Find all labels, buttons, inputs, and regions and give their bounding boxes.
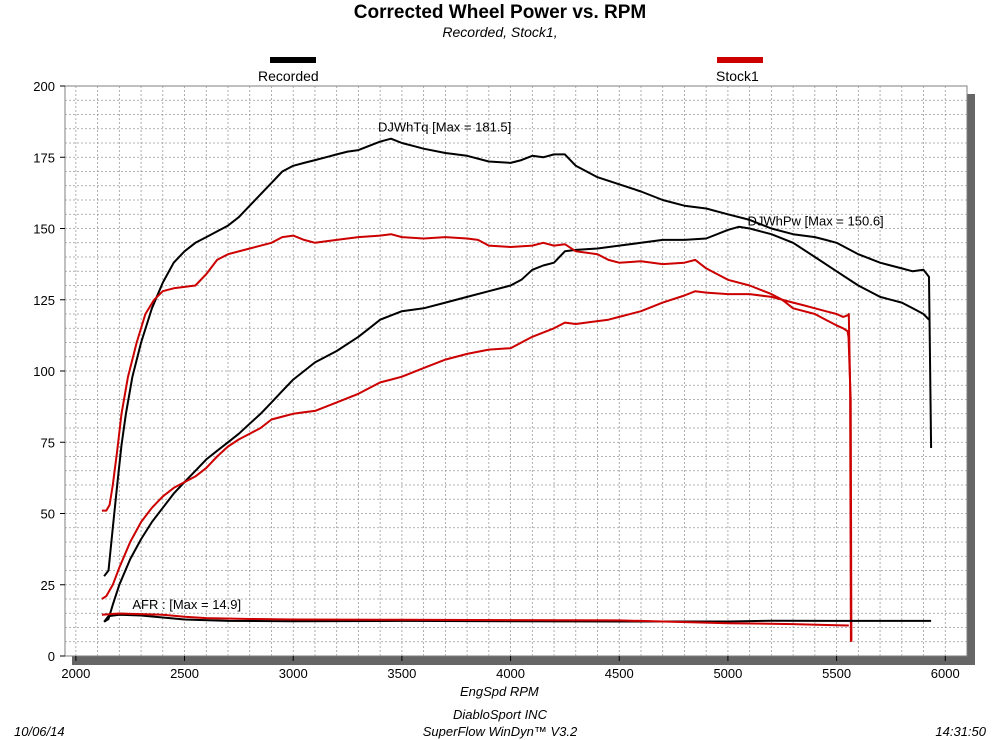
grid-lines bbox=[65, 86, 967, 656]
series-line-stock1-afr bbox=[101, 612, 849, 627]
series-line-stock1-djwhpw bbox=[101, 290, 852, 642]
y-tick-label: 50 bbox=[41, 507, 55, 522]
legend-label-stock1: Stock1 bbox=[716, 68, 759, 84]
y-tick-label: 175 bbox=[33, 150, 55, 165]
series-line-stock1-djwhtq bbox=[101, 233, 853, 642]
legend-swatch-recorded bbox=[270, 57, 316, 63]
x-tick-label: 2500 bbox=[170, 666, 199, 681]
x-tick-label: 2000 bbox=[61, 666, 90, 681]
y-tick-label: 75 bbox=[41, 435, 55, 450]
x-tick-label: 3000 bbox=[279, 666, 308, 681]
x-tick-label: 4500 bbox=[605, 666, 634, 681]
footer-date: 10/06/14 bbox=[14, 724, 65, 739]
y-tick-label: 0 bbox=[48, 649, 55, 664]
x-tick-label: 6000 bbox=[931, 666, 960, 681]
y-tick-label: 25 bbox=[41, 578, 55, 593]
chart-subtitle: Recorded, Stock1, bbox=[442, 24, 558, 40]
annotation-label: AFR : [Max = 14.9] bbox=[132, 597, 241, 612]
footer-time: 14:31:50 bbox=[935, 724, 986, 739]
x-tick-label: 3500 bbox=[387, 666, 416, 681]
series-line-recorded-djwhtq bbox=[103, 137, 933, 577]
y-tick-label: 125 bbox=[33, 293, 55, 308]
annotation-label: DJWhPw [Max = 150.6] bbox=[747, 214, 883, 229]
annotation-label: DJWhTq [Max = 181.5] bbox=[378, 120, 511, 135]
x-tick-label: 4000 bbox=[496, 666, 525, 681]
axis-ticks: 0 25 50 75 100 125 150 175 200 2000 2500 3000 3500 40… bbox=[33, 79, 959, 681]
data-lines bbox=[101, 137, 933, 642]
y-tick-label: 150 bbox=[33, 222, 55, 237]
x-tick-label: 5000 bbox=[713, 666, 742, 681]
footer-company: DiabloSport INC bbox=[453, 707, 547, 722]
footer-software: SuperFlow WinDyn™ V3.2 bbox=[422, 724, 578, 739]
series-line-recorded-djwhpw bbox=[103, 225, 930, 623]
y-tick-label: 200 bbox=[33, 79, 55, 94]
legend-label-recorded: Recorded bbox=[258, 68, 319, 84]
series-line-recorded-afr bbox=[103, 613, 932, 623]
x-axis-label: EngSpd RPM bbox=[460, 684, 539, 699]
x-tick-label: 5500 bbox=[822, 666, 851, 681]
plot-area bbox=[64, 85, 968, 657]
chart-title: Corrected Wheel Power vs. RPM bbox=[353, 2, 647, 23]
legend-swatch-stock1 bbox=[717, 57, 763, 63]
y-tick-label: 100 bbox=[33, 364, 55, 379]
annotations: DJWhTq [Max = 181.5] DJWhPw [Max = 150.6]… bbox=[132, 120, 883, 612]
